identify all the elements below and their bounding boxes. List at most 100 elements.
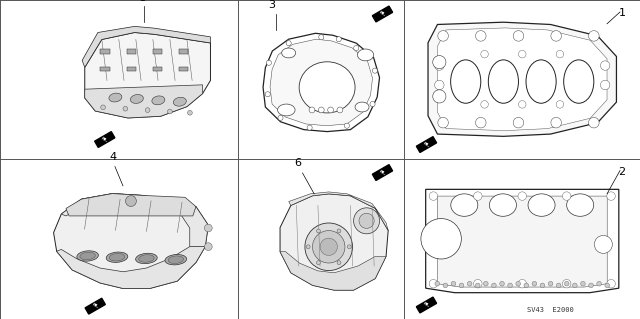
Ellipse shape [490, 194, 516, 216]
Circle shape [483, 281, 488, 286]
Circle shape [597, 281, 602, 286]
Polygon shape [84, 33, 211, 118]
Circle shape [438, 117, 449, 128]
Ellipse shape [564, 60, 594, 103]
Circle shape [556, 100, 564, 108]
Circle shape [500, 281, 504, 286]
Circle shape [336, 37, 341, 42]
Circle shape [573, 283, 577, 288]
Polygon shape [280, 194, 388, 290]
Polygon shape [428, 22, 616, 136]
Circle shape [188, 110, 192, 115]
Ellipse shape [355, 102, 369, 112]
Circle shape [518, 192, 527, 200]
Circle shape [551, 31, 561, 41]
Polygon shape [263, 33, 380, 132]
Circle shape [481, 100, 488, 108]
Polygon shape [57, 247, 205, 288]
Circle shape [435, 61, 444, 70]
Circle shape [481, 50, 488, 58]
Text: FR.: FR. [378, 11, 387, 18]
Circle shape [433, 56, 446, 69]
Polygon shape [82, 26, 211, 67]
Circle shape [540, 283, 545, 288]
Circle shape [600, 80, 610, 90]
Circle shape [476, 31, 486, 41]
Ellipse shape [77, 251, 99, 261]
Text: 2: 2 [618, 167, 625, 176]
Bar [127, 66, 136, 71]
Circle shape [317, 229, 321, 233]
Circle shape [204, 224, 212, 232]
Circle shape [429, 192, 438, 200]
Circle shape [551, 117, 561, 128]
Ellipse shape [109, 93, 122, 102]
Polygon shape [66, 194, 196, 216]
Circle shape [309, 107, 315, 113]
Circle shape [476, 283, 480, 288]
Polygon shape [426, 189, 619, 293]
Circle shape [319, 35, 324, 40]
Circle shape [286, 41, 291, 46]
Circle shape [278, 115, 283, 120]
Circle shape [421, 219, 461, 259]
Polygon shape [85, 298, 106, 314]
Ellipse shape [106, 252, 128, 263]
Text: FR.: FR. [91, 303, 99, 310]
Circle shape [312, 231, 345, 263]
Circle shape [337, 107, 343, 113]
Polygon shape [437, 196, 607, 287]
Ellipse shape [528, 194, 555, 216]
Text: 6: 6 [294, 158, 301, 168]
Circle shape [518, 50, 526, 58]
Circle shape [518, 100, 526, 108]
Circle shape [305, 223, 353, 271]
Circle shape [518, 279, 527, 288]
Circle shape [516, 281, 520, 286]
Polygon shape [95, 132, 115, 147]
Text: 4: 4 [109, 152, 116, 162]
Circle shape [556, 283, 561, 288]
Circle shape [145, 108, 150, 113]
Circle shape [328, 107, 333, 113]
Ellipse shape [80, 252, 95, 260]
Text: SV43  E2000: SV43 E2000 [527, 307, 574, 313]
Ellipse shape [109, 254, 125, 261]
Circle shape [605, 283, 609, 288]
Text: 1: 1 [618, 8, 625, 18]
Circle shape [435, 80, 444, 90]
Circle shape [508, 283, 513, 288]
Circle shape [556, 50, 564, 58]
Circle shape [607, 279, 615, 288]
Circle shape [563, 279, 571, 288]
Polygon shape [289, 192, 388, 230]
Circle shape [354, 46, 359, 51]
Circle shape [595, 235, 612, 253]
Polygon shape [438, 28, 607, 131]
Circle shape [600, 61, 610, 70]
Bar [127, 49, 136, 54]
Ellipse shape [136, 253, 157, 263]
Circle shape [348, 245, 351, 249]
Ellipse shape [282, 48, 296, 58]
Ellipse shape [451, 194, 478, 216]
Ellipse shape [357, 49, 374, 61]
Polygon shape [270, 39, 372, 126]
Ellipse shape [165, 255, 187, 265]
Ellipse shape [173, 97, 186, 106]
Circle shape [354, 208, 380, 234]
Text: FR.: FR. [422, 141, 431, 148]
Circle shape [123, 106, 128, 111]
Bar [179, 66, 188, 71]
Polygon shape [372, 6, 392, 22]
Ellipse shape [131, 94, 143, 103]
Circle shape [451, 281, 456, 286]
Polygon shape [61, 194, 209, 247]
Circle shape [548, 281, 553, 286]
Ellipse shape [566, 194, 594, 216]
Circle shape [524, 283, 529, 288]
Ellipse shape [451, 60, 481, 103]
Circle shape [337, 261, 341, 264]
Circle shape [100, 105, 106, 110]
Circle shape [607, 192, 615, 200]
